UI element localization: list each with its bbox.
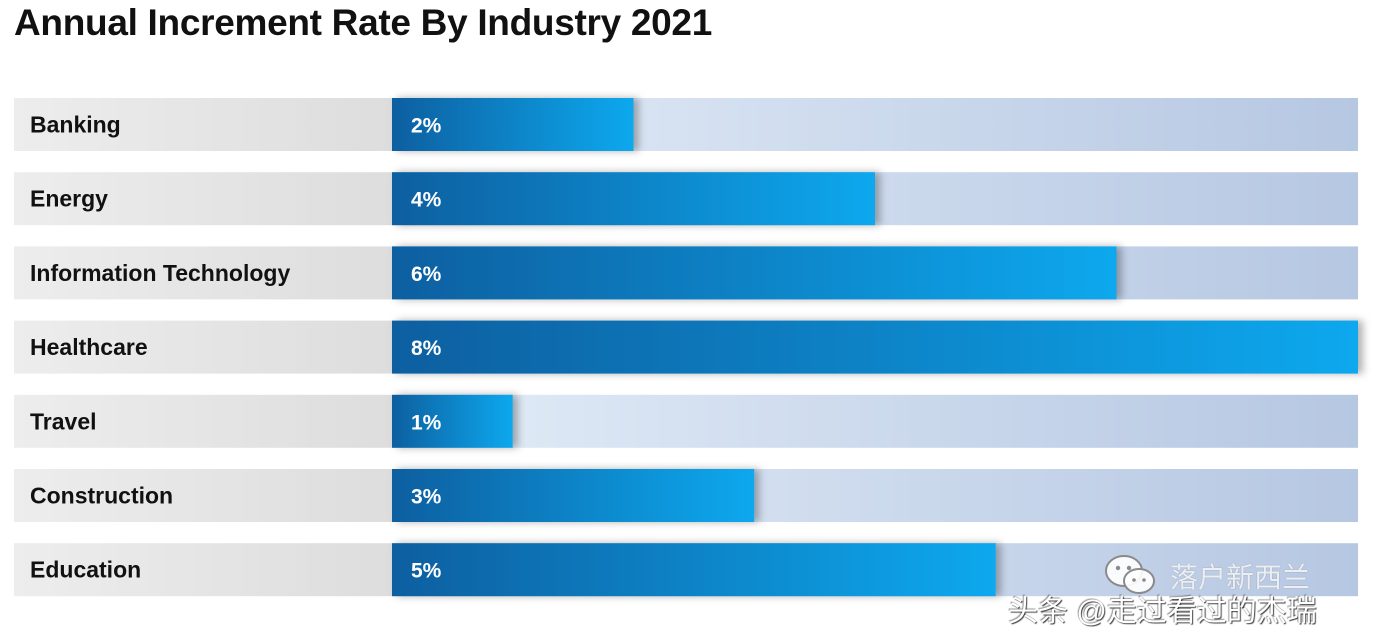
bar-travel xyxy=(392,394,513,448)
bar-energy xyxy=(392,172,875,226)
value-label-construction: 3% xyxy=(411,486,442,509)
category-label-healthcare: Healthcare xyxy=(30,334,148,360)
label-bg-education xyxy=(14,543,392,597)
label-bg-energy xyxy=(14,172,392,226)
value-label-banking: 2% xyxy=(411,115,442,138)
value-label-information-technology: 6% xyxy=(411,263,442,286)
bar-healthcare xyxy=(392,320,1358,374)
category-label-construction: Construction xyxy=(30,483,173,509)
chart-title: Annual Increment Rate By Industry 2021 xyxy=(14,2,712,43)
value-label-travel: 1% xyxy=(411,411,442,434)
label-bg-banking xyxy=(14,98,392,151)
label-bg-travel xyxy=(14,394,392,448)
category-label-travel: Travel xyxy=(30,408,97,434)
bar-banking xyxy=(392,98,634,151)
label-bg-information-technology xyxy=(14,246,392,300)
category-label-information-technology: Information Technology xyxy=(30,260,290,286)
bar-rows: Banking 2% Energy 4% Information Technology 6… xyxy=(14,98,1358,597)
category-label-energy: Energy xyxy=(30,186,108,212)
bar-track-travel xyxy=(392,394,1358,448)
label-bg-construction xyxy=(14,469,392,522)
category-label-banking: Banking xyxy=(30,112,121,138)
bar-education xyxy=(392,543,996,597)
value-label-healthcare: 8% xyxy=(411,337,442,360)
bar-information-technology xyxy=(392,246,1117,300)
bar-construction xyxy=(392,469,755,522)
category-label-education: Education xyxy=(30,557,141,583)
value-label-education: 5% xyxy=(411,560,442,583)
value-label-energy: 4% xyxy=(411,189,442,212)
label-bg-healthcare xyxy=(14,320,392,374)
